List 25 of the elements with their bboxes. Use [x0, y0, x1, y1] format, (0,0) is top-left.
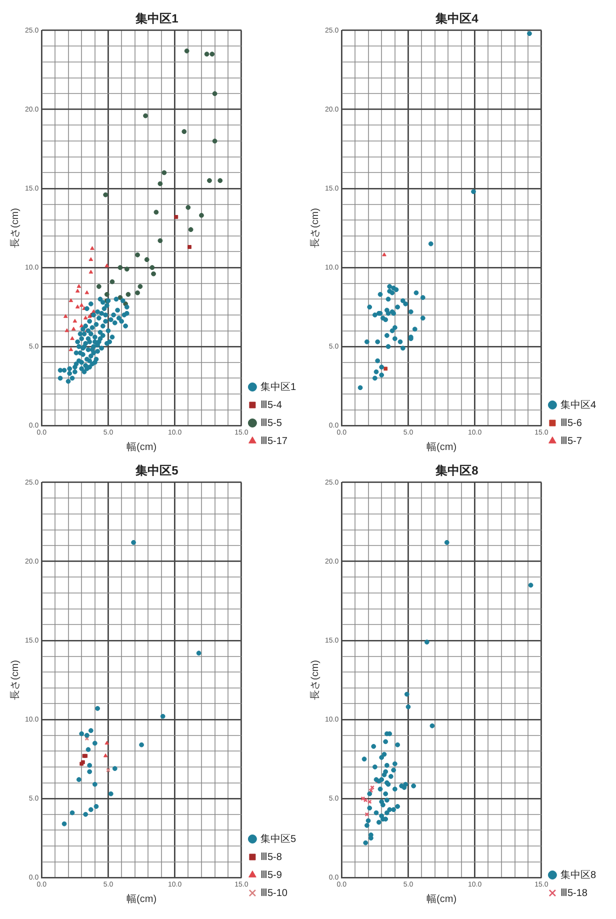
chart-title: 集中区5: [134, 464, 179, 478]
legend-label: Ⅲ5-6: [560, 418, 582, 429]
x-axis-title: 幅(cm): [126, 440, 157, 453]
x-axis-title: 幅(cm): [426, 440, 457, 453]
legend-label: Ⅲ5-17: [260, 436, 288, 447]
legend-label: Ⅲ5-18: [560, 888, 588, 899]
legend-label: Ⅲ5-8: [260, 852, 282, 863]
chart-title: 集中区8: [434, 464, 479, 478]
legend-label: Ⅲ5-5: [260, 418, 282, 429]
x-axis-title: 幅(cm): [426, 892, 457, 905]
legend-label: Ⅲ5-4: [260, 400, 282, 411]
legend-label: 集中区5: [260, 832, 296, 845]
legend-label: Ⅲ5-9: [260, 870, 282, 881]
y-axis-title: 長さ(cm): [310, 660, 321, 700]
y-axis-title: 長さ(cm): [310, 208, 321, 248]
y-axis-title: 長さ(cm): [10, 660, 21, 700]
legend-label: 集中区4: [560, 398, 596, 411]
legend-label: Ⅲ5-7: [560, 436, 582, 447]
x-axis-title: 幅(cm): [126, 892, 157, 905]
legend-label: Ⅲ5-10: [260, 888, 288, 899]
y-axis-title: 長さ(cm): [10, 208, 21, 248]
chart-title: 集中区4: [434, 12, 479, 26]
chart-title: 集中区1: [134, 12, 179, 26]
legend-label: 集中区8: [560, 868, 596, 881]
legend-label: 集中区1: [260, 380, 296, 393]
